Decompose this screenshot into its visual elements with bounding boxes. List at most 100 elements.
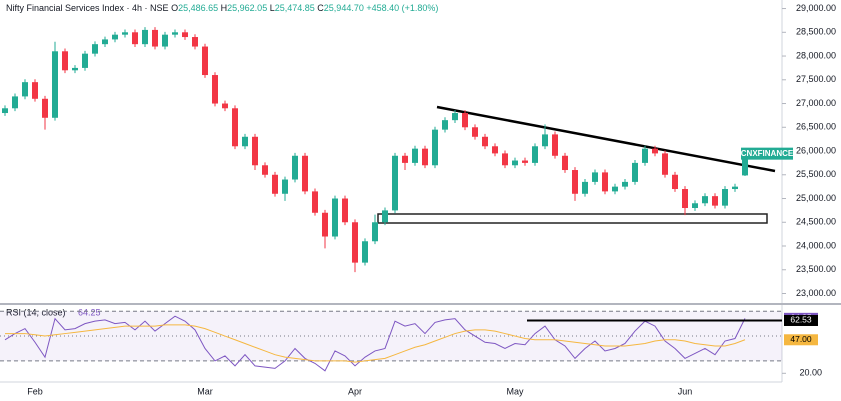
candle-body [42,98,48,118]
candle-body [62,51,68,71]
y-tick-label: 26,000.00 [796,145,836,155]
candle-body [502,153,508,166]
candle-body [102,39,108,45]
candle-body [32,82,38,99]
y-tick-label: 26,500.00 [796,122,836,132]
y-tick-label: 20.00 [799,368,822,378]
candle-body [312,191,318,213]
candle-body [362,241,368,263]
x-tick-label: May [506,386,524,396]
y-tick-label: 23,500.00 [796,264,836,274]
candle-body [2,108,8,114]
header-part: 25,474.85 [275,3,315,13]
symbol-tag: CNXFINANCE [741,149,794,158]
candle-body [632,162,638,182]
candle-body [492,146,498,154]
candle-body [402,155,408,163]
price-label: 62.53 [790,315,812,325]
candle-body [442,120,448,130]
candle-body [322,212,328,237]
candle-body [352,222,358,263]
candle-body [332,198,338,237]
header-part: O [171,3,178,13]
rsi-line [4,315,746,372]
candle-body [452,113,458,121]
y-tick-label: 25,000.00 [796,193,836,203]
y-tick-label: 24,000.00 [796,240,836,250]
price-label-bg [784,314,818,326]
header-part: 25,944.70 [324,3,364,13]
candle-body [612,186,618,192]
candle-body [672,174,678,190]
candle-body [392,155,398,211]
candle-body [462,113,468,128]
header-part: Nifty Financial Services Index · 4h · NS… [6,3,169,13]
candle-body [162,34,168,47]
candle-body [592,172,598,182]
candle-body [222,103,228,109]
header-part: +458.40 (+1.80%) [366,3,438,13]
candle-body [12,96,18,109]
candle-body [182,32,188,38]
price-label: 47.00 [790,334,812,344]
y-tick-label: 29,000.00 [796,3,836,13]
candle-body [242,136,248,147]
candle-body [482,136,488,147]
header-part: 25,486.65 [178,3,218,13]
x-tick-label: Mar [197,386,213,396]
candle-body [422,148,428,166]
candle-body [712,196,718,206]
candle-body [22,82,28,97]
y-tick-label: 23,000.00 [796,288,836,298]
candle-body [262,165,268,175]
y-tick-label: 25,500.00 [796,169,836,179]
candle-body [662,153,668,175]
rsi-value: 64.25 [78,307,101,317]
candle-body [82,53,88,68]
candle-body [432,129,438,166]
candle-body [132,32,138,45]
y-tick-label: 28,000.00 [796,50,836,60]
y-tick-label: 28,500.00 [796,27,836,37]
header: Nifty Financial Services Index · 4h · NS… [6,3,438,13]
x-tick-label: Feb [27,386,43,396]
header-part: H [221,3,228,13]
candle-body [542,134,548,147]
candle-body [692,203,698,209]
candle-body [602,172,608,192]
candle-body [212,75,218,104]
candle-body [472,127,478,137]
x-tick-label: Jun [678,386,693,396]
candle-body [342,198,348,223]
price-label-bg [784,334,818,346]
header-part: L [270,3,275,13]
candle-body [572,170,578,194]
symbol-tag-bg [741,147,793,160]
candle-body [232,108,238,147]
candle-body [512,160,518,166]
candle-body [172,32,178,35]
candle-body [282,179,288,194]
candle-body [292,155,298,180]
header-part: C [317,3,324,13]
candle-body [272,174,278,194]
candle-body [372,222,378,242]
candle-body [522,160,528,163]
candle-body [382,210,388,223]
candle-body [122,32,128,35]
candle-body [152,29,158,47]
y-tick-label: 24,500.00 [796,217,836,227]
trend-line [436,105,776,173]
candle-body [532,146,538,163]
candle-body [682,189,688,209]
x-tick-label: Apr [348,386,362,396]
candle-body [652,148,658,154]
candle-body [142,29,148,45]
candle-body [562,155,568,171]
candle-body [552,134,558,156]
candle-body [72,67,78,71]
support-zone [377,213,768,224]
candle-body [582,181,588,194]
candle-body [622,181,628,187]
